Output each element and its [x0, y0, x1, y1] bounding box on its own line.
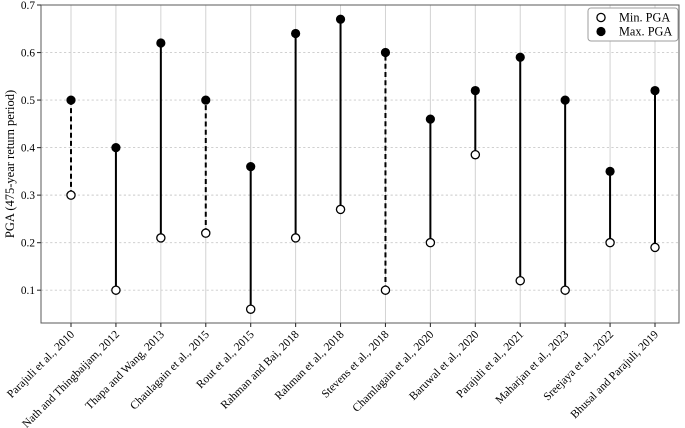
min-pga-circle	[470, 149, 481, 160]
min-pga-circle	[111, 285, 121, 295]
legend-label-min: Min. PGA	[619, 10, 670, 24]
min-pga-circle	[245, 304, 256, 314]
max-pga-dot	[335, 14, 346, 24]
min-pga-circle	[605, 237, 615, 248]
max-pga-dot	[246, 162, 256, 172]
max-pga-dot	[156, 38, 166, 48]
legend-max-marker-icon	[596, 26, 606, 37]
min-pga-circle	[290, 233, 301, 243]
y-tick-label: 0.4	[21, 142, 35, 154]
min-pga-circle	[425, 237, 436, 248]
min-pga-circle	[560, 285, 570, 295]
y-axis-label: PGA (475-year return period)	[3, 90, 17, 238]
legend-box	[587, 7, 679, 42]
max-pga-dot	[201, 95, 211, 105]
max-pga-dot	[291, 28, 301, 39]
min-pga-circle	[650, 242, 660, 253]
plot-border	[40, 4, 680, 324]
y-tick-label: 0.2	[21, 237, 35, 249]
max-pga-dot	[470, 85, 480, 96]
y-tick-label: 0.7	[21, 0, 35, 12]
y-tick-label: 0.5	[21, 95, 35, 107]
min-pga-circle	[156, 233, 166, 243]
max-pga-dot	[650, 85, 660, 96]
legend-min-marker-icon	[596, 12, 606, 23]
min-pga-circle	[66, 190, 76, 200]
y-tick-label: 0.3	[21, 190, 35, 202]
max-pga-dot	[605, 166, 615, 176]
min-pga-circle	[335, 204, 346, 215]
max-pga-dot	[560, 95, 570, 105]
y-tick-label: 0.1	[21, 285, 35, 297]
max-pga-dot	[515, 52, 525, 62]
min-pga-circle	[380, 285, 391, 295]
max-pga-dot	[380, 47, 391, 58]
min-pga-circle	[201, 228, 211, 238]
min-pga-circle	[515, 275, 525, 286]
legend-label-max: Max. PGA	[619, 24, 672, 38]
max-pga-dot	[66, 95, 76, 105]
y-tick-label: 0.6	[21, 47, 35, 59]
max-pga-dot	[425, 114, 435, 124]
max-pga-dot	[111, 143, 121, 153]
